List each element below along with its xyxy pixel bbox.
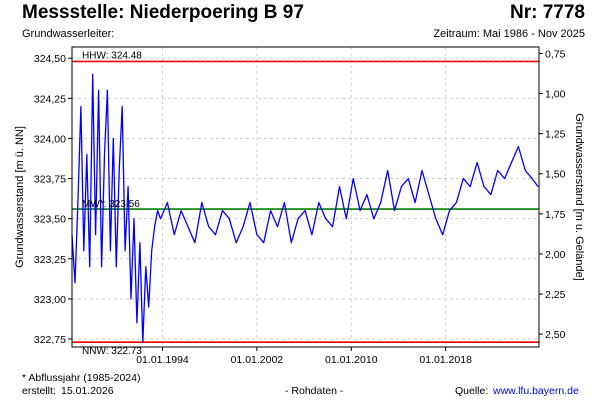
reference-label-nnw: NNW: 322.73 — [82, 346, 142, 357]
reference-lines — [72, 60, 539, 343]
y-tick-label-left: 324,25 — [34, 93, 66, 105]
y-ticks-left: 324,50 324,25 324,00 323,75 323,50 323,25 323,… — [34, 53, 72, 346]
y-tick-label-left: 324,50 — [34, 53, 66, 65]
grid — [72, 47, 539, 347]
aquifer-label: Grundwasserleiter: — [22, 28, 115, 40]
y-tick-label-left: 323,50 — [34, 214, 66, 226]
footnote: * Abflussjahr (1985-2024) — [22, 372, 141, 384]
y-tick-label-left: 323,25 — [34, 254, 66, 266]
y-tick-label-right: 0,75 — [545, 48, 566, 60]
x-tick-label: 01.01.2010 — [325, 354, 378, 366]
plot-frame — [71, 46, 540, 348]
page-title: Messstelle: Niederpoering B 97 — [22, 2, 304, 23]
y-tick-label-right: 1,25 — [545, 129, 566, 141]
reference-label-hhw: HHW: 324.48 — [82, 50, 142, 61]
y-tick-label-left: 323,75 — [34, 174, 66, 186]
source-label: Quelle: — [455, 385, 489, 397]
y-tick-label-right: 1,50 — [545, 169, 566, 181]
x-tick-label: 01.01.1994 — [136, 354, 189, 366]
source-link[interactable]: www.lfu.bayern.de — [493, 385, 579, 397]
y-ticks-right: 0,75 1,00 1,25 1,50 1,75 2,00 2,25 2,50 — [539, 48, 566, 341]
y-tick-label-right: 2,50 — [545, 329, 566, 341]
y-axis-label-right: Grundwasserstand [m u. Gelände] — [573, 113, 585, 281]
reference-label-mw: MW*: 323.56 — [82, 199, 140, 210]
y-tick-label-left: 324,00 — [34, 133, 66, 145]
raw-data-label: - Rohdaten - — [285, 385, 344, 397]
y-axis-label-left: Grundwasserstand [m ü. NN] — [14, 126, 26, 268]
y-tick-label-left: 322,75 — [34, 334, 66, 346]
y-tick-label-left: 323,00 — [34, 294, 66, 306]
created-label: erstellt: — [22, 385, 56, 397]
period-label: Zeitraum: Mai 1986 - Nov 2025 — [433, 28, 585, 40]
x-ticks: 01.01.1994 01.01.2002 01.01.2010 01.01.2018 — [136, 347, 472, 366]
y-tick-label-right: 1,00 — [545, 89, 566, 101]
groundwater-series-line — [71, 73, 539, 343]
y-tick-label-right: 2,00 — [545, 249, 566, 261]
x-tick-label: 01.01.2018 — [419, 354, 472, 366]
y-tick-label-right: 2,25 — [545, 289, 566, 301]
x-tick-label: 01.01.2002 — [231, 354, 284, 366]
y-tick-label-right: 1,75 — [545, 209, 566, 221]
station-number: Nr: 7778 — [510, 2, 585, 23]
data-series — [71, 73, 539, 343]
ref-labels: HHW: 324.48 MW*: 323.56 NNW: 322.73 — [82, 50, 142, 357]
created-date: 15.01.2026 — [61, 385, 114, 397]
